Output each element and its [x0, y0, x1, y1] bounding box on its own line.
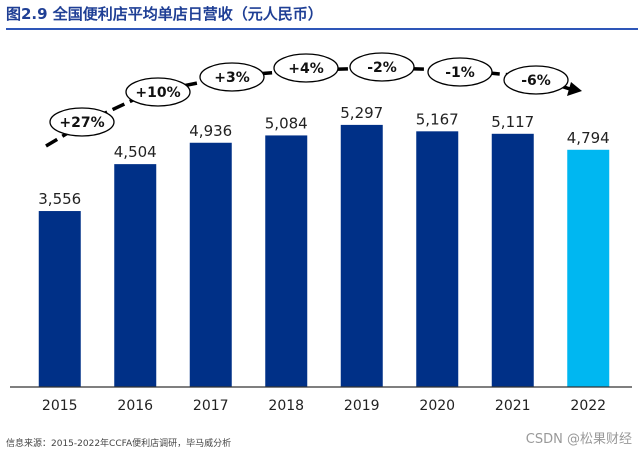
growth-trend-group: +27% +10% +3% +4% -2% -1% -6% — [45, 52, 582, 148]
bar-2015 — [38, 211, 81, 387]
x-tick-2017: 2017 — [193, 398, 229, 414]
title-divider — [6, 28, 638, 30]
bar-chart: 3,556 4,504 4,936 5,084 5,297 5,167 5,117 4,794… — [10, 52, 632, 414]
value-labels-group: 3,556 4,504 4,936 5,084 5,297 5,167 5,117 4,794 — [38, 104, 609, 208]
chart-title: 图2.9 全国便利店平均单店日营收（元人民币） — [6, 5, 323, 23]
bar-2018 — [265, 135, 308, 387]
value-label-2020: 5,167 — [416, 110, 459, 128]
growth-bubble-6 — [503, 65, 569, 95]
growth-bubble-3 — [273, 53, 339, 83]
growth-bubble-0 — [49, 107, 115, 137]
growth-label-0: +27% — [59, 115, 104, 131]
growth-label-6: -6% — [521, 73, 551, 89]
source-note: 信息来源：2015-2022年CCFA便利店调研，毕马威分析 — [6, 439, 232, 449]
bar-2016 — [114, 164, 157, 387]
bar-2021 — [491, 133, 534, 387]
growth-label-1: +10% — [135, 85, 180, 101]
growth-bubble-4 — [349, 52, 415, 82]
value-label-2022: 4,794 — [567, 129, 610, 147]
value-label-2015: 3,556 — [38, 190, 81, 208]
growth-bubble-5 — [427, 57, 493, 87]
growth-label-3: +4% — [288, 61, 324, 77]
x-tick-2019: 2019 — [344, 398, 380, 414]
x-tick-2016: 2016 — [117, 398, 153, 414]
value-label-2021: 5,117 — [491, 113, 534, 131]
x-tick-2021: 2021 — [495, 398, 531, 414]
x-tick-2022: 2022 — [570, 398, 606, 414]
value-label-2019: 5,297 — [340, 104, 383, 122]
growth-label-5: -1% — [445, 65, 475, 81]
growth-label-2: +3% — [214, 70, 250, 86]
x-tick-2020: 2020 — [419, 398, 455, 414]
watermark: CSDN @松果财经 — [525, 432, 632, 447]
bars-group — [38, 124, 610, 387]
bar-2022 — [567, 149, 610, 387]
x-tick-labels-group: 2015 2016 2017 2018 2019 2020 2021 2022 — [42, 398, 606, 414]
trend-arrowhead — [567, 82, 582, 96]
bar-2019 — [340, 124, 383, 387]
value-label-2018: 5,084 — [265, 114, 308, 132]
bar-2020 — [416, 131, 459, 387]
growth-label-4: -2% — [367, 60, 397, 76]
value-label-2017: 4,936 — [189, 122, 232, 140]
x-tick-2015: 2015 — [42, 398, 78, 414]
x-tick-2018: 2018 — [268, 398, 304, 414]
growth-bubble-1 — [125, 77, 191, 107]
value-label-2016: 4,504 — [114, 143, 157, 161]
bar-2017 — [189, 142, 232, 387]
growth-bubble-2 — [199, 62, 265, 92]
